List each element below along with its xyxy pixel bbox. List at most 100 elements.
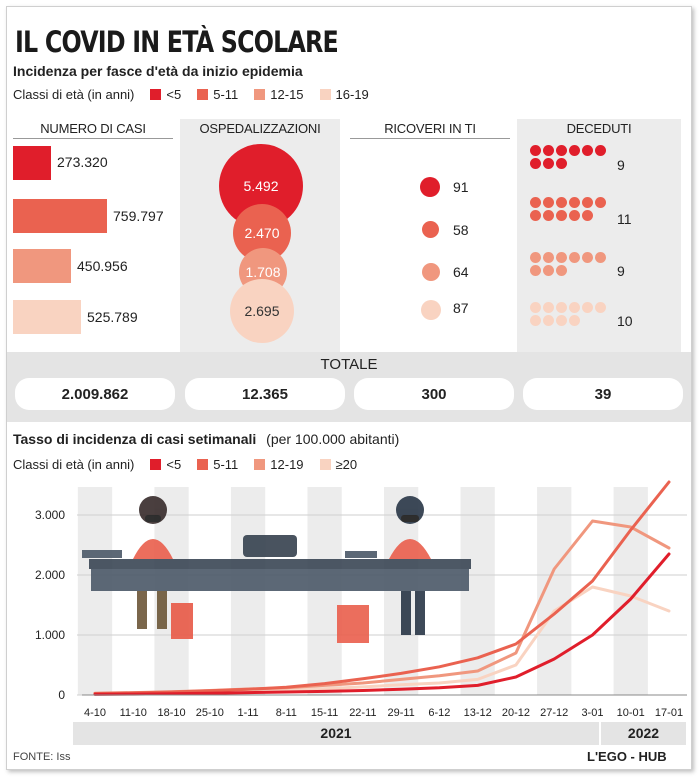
death-pip	[530, 158, 541, 169]
legend-item: ≥20	[335, 457, 358, 472]
series-lines	[93, 480, 671, 696]
x-tick-label: 1-11	[237, 707, 258, 719]
x-tick-label: 18-10	[157, 707, 185, 719]
legend-swatch	[254, 459, 266, 470]
death-pip	[569, 302, 580, 313]
week-stripe	[613, 487, 648, 695]
osp-bubble: 2.695	[230, 279, 294, 343]
y-tick-label: 2.000	[35, 568, 65, 582]
girl-body	[133, 539, 173, 559]
year-2022: 2022	[601, 722, 686, 745]
casi-value: 525.789	[87, 309, 138, 325]
ti-value: 87	[453, 300, 469, 316]
death-pip	[530, 210, 541, 221]
deceduti-header: DECEDUTI	[566, 121, 632, 136]
legend-label: Classi di età (in anni)	[13, 457, 135, 472]
deceduti-pips	[530, 252, 610, 276]
ti-value: 64	[453, 264, 469, 280]
x-tick-label: 20-12	[502, 707, 530, 719]
source-note: FONTE: Iss	[13, 751, 71, 763]
osp-header: OSPEDALIZZAZIONI	[199, 121, 321, 136]
death-pip	[556, 265, 567, 276]
header-rule	[350, 138, 510, 139]
death-pip	[530, 197, 541, 208]
death-pip	[556, 315, 567, 326]
death-pip	[595, 145, 606, 156]
legend-swatch	[150, 459, 162, 470]
x-tick-label: 17-01	[655, 707, 683, 719]
totale-label: TOTALE	[320, 356, 378, 373]
girl-leg	[137, 591, 147, 629]
death-pip	[556, 210, 567, 221]
girl-leg	[157, 591, 167, 629]
casi-bar	[13, 199, 107, 233]
deceduti-value: 9	[617, 263, 625, 279]
deceduti-pips	[530, 145, 610, 169]
casi-bar	[13, 300, 81, 334]
death-pip	[582, 197, 593, 208]
y-tick-label: 3.000	[35, 508, 65, 522]
death-pip	[569, 252, 580, 263]
death-pip	[543, 158, 554, 169]
x-tick-label: 15-11	[311, 707, 338, 719]
boy-leg	[401, 591, 411, 635]
x-tick-label: 6-12	[428, 707, 450, 719]
section1-legend: Classi di età (in anni) <5 5-11 12-15 16…	[13, 87, 369, 102]
ti-value: 91	[453, 179, 469, 195]
death-pip	[582, 302, 593, 313]
deceduti-value: 10	[617, 313, 633, 329]
x-tick-label: 4-10	[84, 707, 106, 719]
x-tick-label: 29-11	[387, 707, 414, 719]
x-tick-label: 11-10	[120, 707, 147, 719]
totale-ti: 300	[354, 378, 514, 410]
backpack	[337, 605, 369, 643]
casi-value: 759.797	[113, 208, 164, 224]
legend-item: 5-11	[213, 457, 239, 472]
ti-dot	[421, 300, 441, 320]
ti-dot	[422, 263, 440, 281]
deceduti-value: 9	[617, 157, 625, 173]
header-rule	[13, 138, 173, 139]
death-pip	[569, 210, 580, 221]
ti-value: 58	[453, 222, 469, 238]
death-pip	[543, 315, 554, 326]
death-pip	[582, 210, 593, 221]
boy-mask	[401, 515, 419, 522]
deceduti-value: 11	[617, 211, 632, 227]
section2-subtitle-note: (per 100.000 abitanti)	[266, 431, 400, 447]
page-title: IL COVID IN ETÀ SCOLARE	[15, 25, 339, 59]
death-pip	[595, 302, 606, 313]
death-pip	[569, 315, 580, 326]
book	[82, 550, 122, 558]
legend-swatch	[319, 89, 331, 100]
legend-item: 12-19	[270, 457, 304, 472]
ti-dot	[420, 177, 440, 197]
infographic-frame: IL COVID IN ETÀ SCOLARE Incidenza per fa…	[6, 6, 692, 770]
legend-swatch	[197, 89, 209, 100]
legend-item: 12-15	[270, 87, 304, 102]
totale-osp: 12.365	[185, 378, 345, 410]
legend-item: 16-19	[335, 87, 369, 102]
backpack	[171, 603, 193, 639]
section2-legend: Classi di età (in anni) <5 5-11 12-19 ≥2…	[13, 457, 357, 472]
death-pip	[556, 145, 567, 156]
legend-label: Classi di età (in anni)	[13, 87, 135, 102]
section2-subtitle-row: Tasso di incidenza di casi setimanali (p…	[13, 431, 399, 447]
totale-deceduti: 39	[523, 378, 683, 410]
casi-bar	[13, 146, 51, 180]
x-tick-label: 25-10	[196, 707, 224, 719]
desk-top	[89, 559, 471, 569]
deceduti-pips	[530, 197, 610, 221]
desk-front	[91, 569, 469, 591]
death-pip	[543, 265, 554, 276]
death-pip	[543, 252, 554, 263]
death-pip	[530, 252, 541, 263]
death-pip	[569, 197, 580, 208]
x-tick-label: 27-12	[540, 707, 568, 719]
y-tick-label: 1.000	[35, 628, 65, 642]
legend-swatch	[197, 459, 209, 470]
x-tick-label: 22-11	[349, 707, 376, 719]
death-pip	[595, 252, 606, 263]
desk-box	[243, 535, 297, 557]
death-pip	[530, 265, 541, 276]
